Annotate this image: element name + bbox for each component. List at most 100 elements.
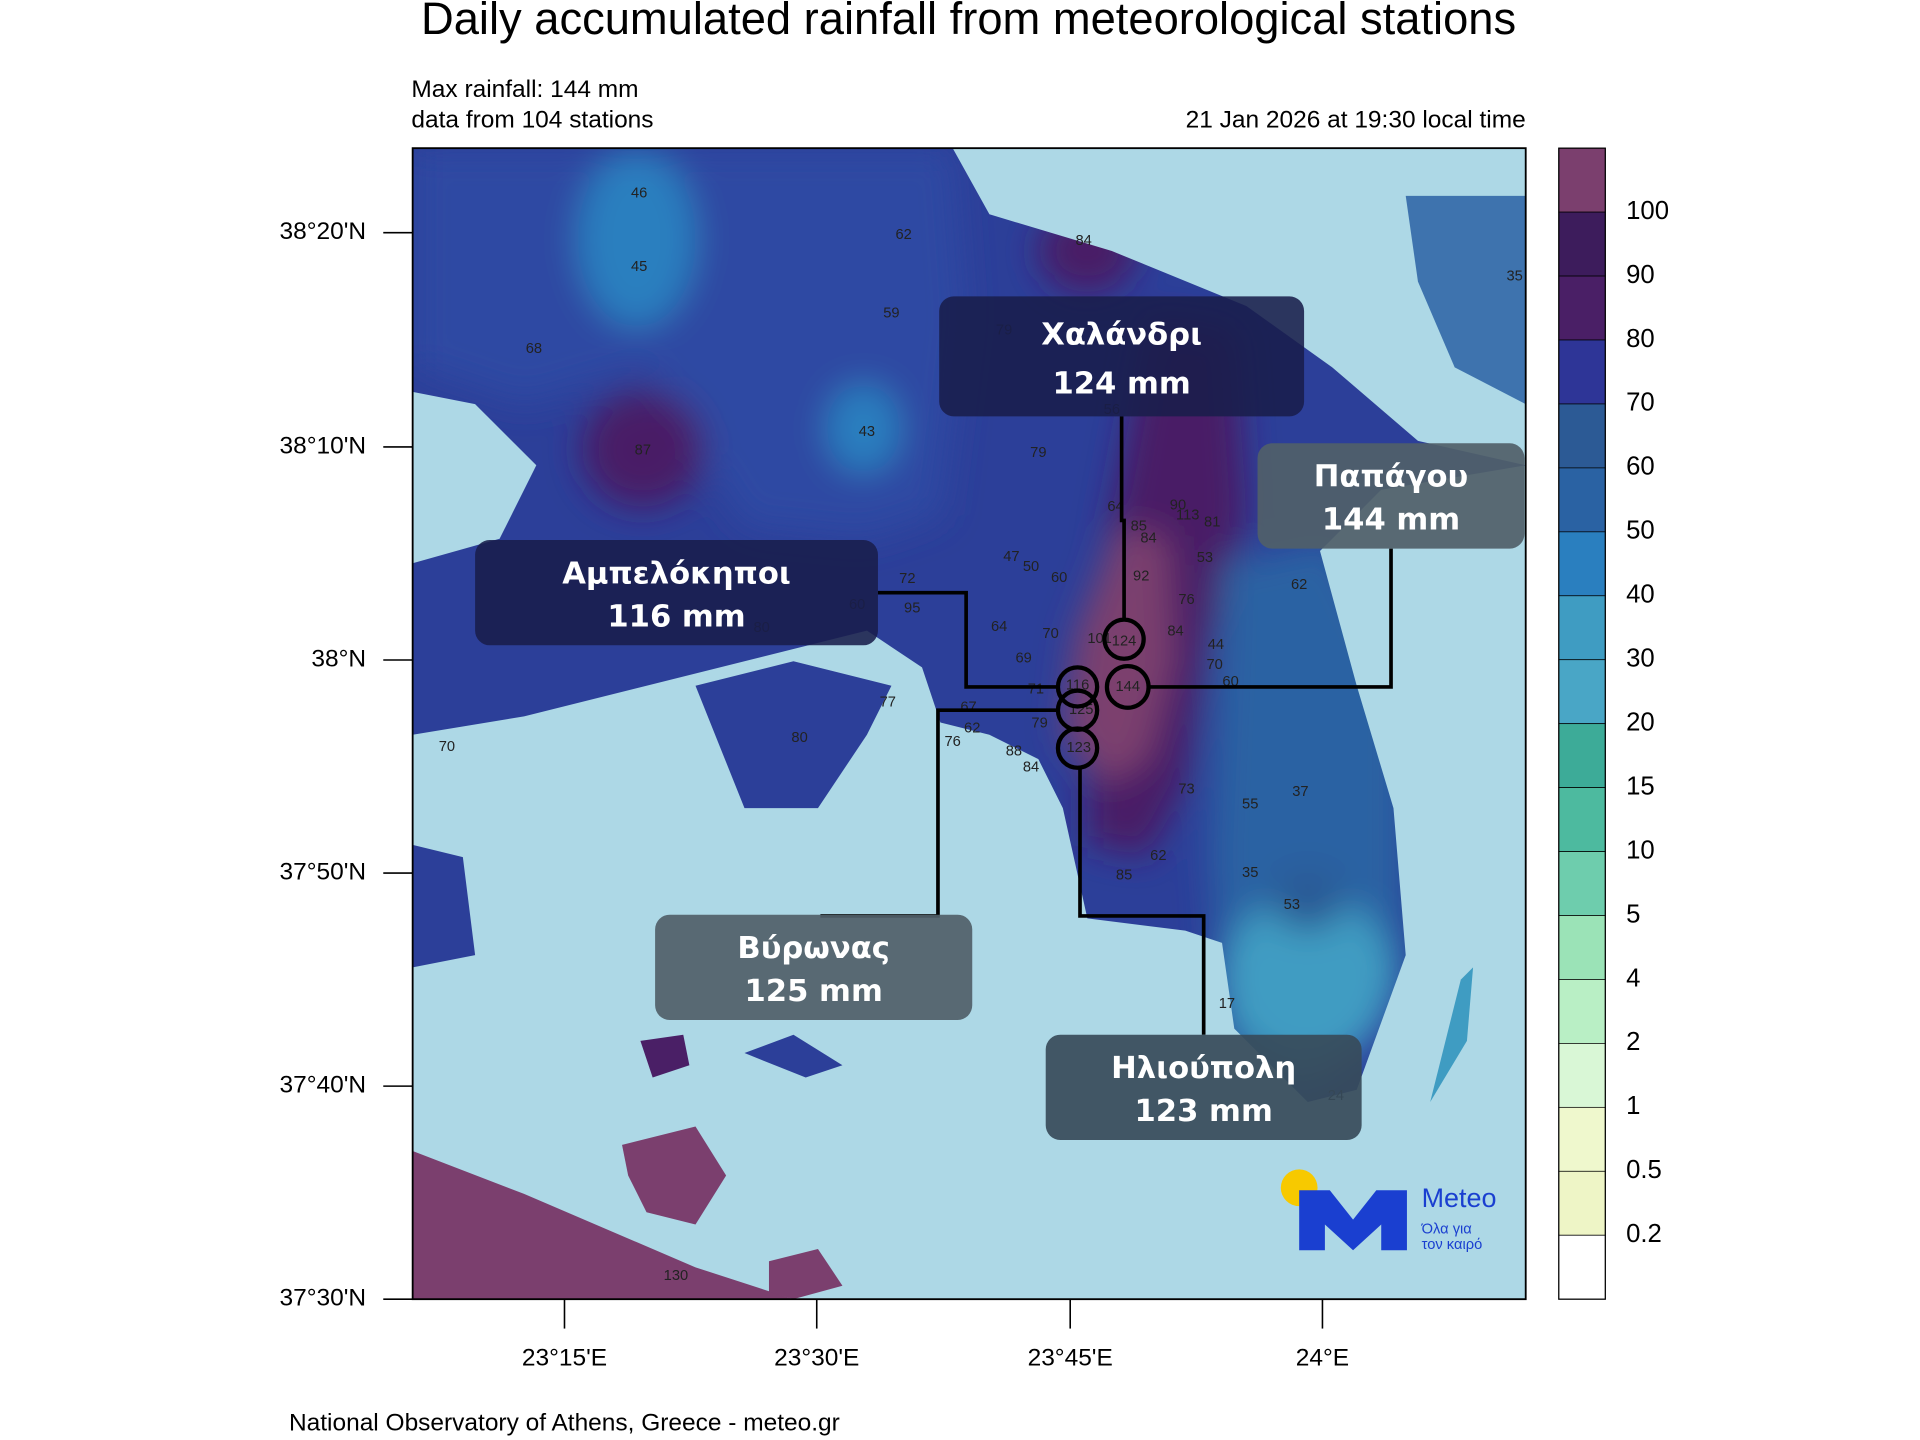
lat-tick-label: 37°30'N [280,1285,367,1312]
footer: National Observatory of Athens, Greece -… [289,1410,840,1437]
colorbar-label: 20 [1626,708,1655,736]
callout-name: Παπάγου [1314,460,1468,495]
island [1405,195,1526,405]
colorbar-bin [1558,851,1606,916]
colorbar-bin [1558,979,1606,1044]
callout-box [1257,443,1525,549]
station-value: 45 [631,259,647,275]
station-value: 79 [1030,445,1046,461]
colorbar-bin [1558,467,1606,533]
station-value: 62 [1150,848,1166,864]
station-value: 17 [1219,996,1235,1012]
colorbar-label: 100 [1626,197,1669,225]
colorbar-label: 5 [1626,900,1640,928]
logo-tagline: Όλα για [1421,1221,1473,1237]
station-value: 64 [991,619,1007,635]
station-value: 123 [1067,740,1092,756]
station-value: 84 [1076,233,1092,249]
title: Daily accumulated rainfall from meteorol… [421,0,1516,44]
rain-field [412,148,1526,1225]
colorbar-label: 15 [1626,772,1655,800]
station-value: 124 [1112,634,1137,650]
station-value: 101 [1087,631,1112,647]
colorbar-bin [1558,595,1606,661]
station-value: 68 [526,341,542,357]
station-value: 84 [1023,760,1039,776]
station-value: 81 [1204,515,1220,531]
station-value: 71 [1028,681,1044,697]
station-value: 60 [1051,570,1067,586]
station-value: 59 [883,305,899,321]
colorbar-label: 40 [1626,581,1655,609]
callout-box [475,540,878,646]
station-value: 84 [1140,531,1156,547]
coast-west [412,844,476,968]
lat-tick-label: 37°40'N [280,1072,367,1099]
station-value: 43 [859,424,875,440]
islet-east [1430,967,1474,1103]
station-value: 62 [964,720,980,736]
colorbar-bin [1558,915,1606,980]
callout-value: 144 mm [1322,503,1460,538]
info-stations: data from 104 stations [411,107,653,134]
islet [744,1034,843,1078]
lat-tick-label: 38°10'N [280,432,367,459]
station-value: 92 [1133,569,1149,585]
station-value: 55 [1242,796,1258,812]
lon-tick-label: 23°15'E [522,1345,607,1372]
station-value: 47 [1003,549,1019,565]
station-value: 144 [1115,679,1140,695]
colorbar-bin [1558,147,1606,213]
station-value: 53 [1284,897,1300,913]
callout-value: 116 mm [607,599,745,634]
colorbar-label: 70 [1626,389,1655,417]
station-value: 67 [960,700,976,716]
callout-name: Ηλιούπολη [1111,1051,1296,1086]
coast-southwest [412,1151,794,1300]
logo: Meteo Όλα για τον καιρό [1280,1169,1496,1253]
callout-box [655,914,973,1020]
sea-north [952,148,1526,466]
callout-name: Χαλάνδρι [1041,317,1202,352]
colorbar-bin [1558,211,1606,277]
logo-tagline: τον καιρό [1422,1237,1483,1253]
callout: Χαλάνδρι 124 mm [939,296,1305,417]
station-value: 88 [1006,744,1022,760]
station-value: 113 [1176,507,1199,523]
colorbar-label: 30 [1626,645,1655,673]
station-value: 62 [896,227,912,243]
lat-tick-label: 38°N [311,645,366,672]
station-value: 72 [899,571,915,587]
station-value: 79 [1031,716,1047,732]
colorbar-label: 10 [1626,836,1655,864]
colorbar-bin [1558,275,1606,341]
colorbar-label: 80 [1626,325,1655,353]
callout-box [939,296,1305,417]
colorbar-label: 90 [1626,261,1655,289]
callout: Αμπελόκηποι 116 mm [475,540,878,646]
station-value: 73 [1178,782,1194,798]
station-value: 64 [1107,499,1123,515]
axes: 38°20'N 38°10'N 38°N 37°50'N 37°40'N 37°30'N 2… [280,218,1350,1372]
station-value: 50 [1023,559,1039,575]
station-value: 62 [1291,577,1307,593]
station-value: 87 [635,442,651,458]
lat-tick-label: 37°50'N [280,859,367,886]
map-frame [411,147,1527,1301]
station-value: 70 [439,739,455,755]
info-time: 21 Jan 2026 at 19:30 local time [1186,107,1526,134]
station-value: 85 [1131,518,1147,534]
callout-name: Βύρωνας [737,931,890,966]
station-value: 90 [1170,498,1186,514]
colorbar-bin [1558,723,1606,788]
colorbar-label: 50 [1626,517,1655,545]
station-value: 95 [904,600,920,616]
station-value: 130 [664,1268,689,1284]
station-value: 69 [1016,651,1032,667]
station-value: 35 [1507,269,1523,285]
colorbar-label: 0.5 [1626,1156,1662,1184]
station-value: 37 [1292,784,1308,800]
station-value: 84 [1167,624,1183,640]
callout: Βύρωνας 125 mm [655,914,973,1020]
